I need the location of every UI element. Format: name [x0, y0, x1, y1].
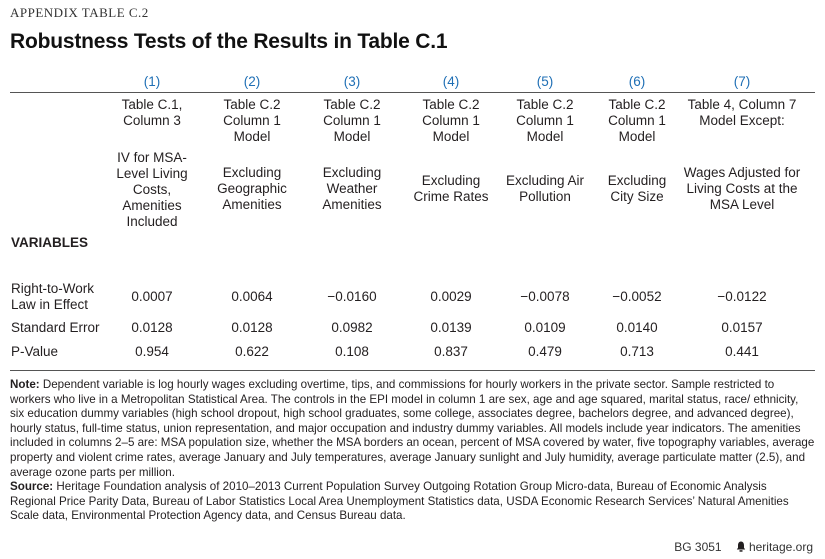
- column-model-2: Table C.2 Column 1 Model: [223, 97, 281, 144]
- row-pvalue-value-1: 0.954: [135, 344, 169, 359]
- row-pvalue-value-4: 0.837: [434, 344, 468, 359]
- note-text: Dependent variable is log hourly wages e…: [10, 378, 815, 479]
- row-rtw-value-3: −0.0160: [327, 289, 377, 304]
- column-desc-6: Excluding City Size: [607, 173, 667, 204]
- footer-code: BG 3051: [674, 540, 722, 554]
- footer: BG 3051 heritage.org: [674, 540, 813, 554]
- column-desc-4: Excluding Crime Rates: [413, 173, 489, 204]
- column-desc-3: Excluding Weather Amenities: [322, 165, 382, 212]
- row-rtw-value-7: −0.0122: [717, 289, 767, 304]
- row-label-stderr: Standard Error: [11, 320, 100, 335]
- table-bottom-rule: [10, 370, 815, 371]
- row-rtw-value-4: 0.0029: [430, 289, 472, 304]
- column-model-6: Table C.2 Column 1 Model: [608, 97, 666, 144]
- row-rtw-value-6: −0.0052: [612, 289, 662, 304]
- column-model-4: Table C.2 Column 1 Model: [422, 97, 480, 144]
- row-rtw-value-2: 0.0064: [231, 289, 273, 304]
- column-model-5: Table C.2 Column 1 Model: [516, 97, 574, 144]
- column-model-1: Table C.1, Column 3: [121, 97, 183, 128]
- source-text: Heritage Foundation analysis of 2010–201…: [10, 480, 789, 523]
- column-desc-5: Excluding Air Pollution: [505, 173, 585, 204]
- appendix-label: APPENDIX TABLE C.2: [10, 5, 149, 20]
- column-desc-7: Wages Adjusted for Living Costs at the M…: [683, 165, 801, 212]
- column-number-1: (1): [143, 74, 161, 89]
- row-rtw-value-5: −0.0078: [520, 289, 570, 304]
- note-label: Note:: [10, 378, 40, 391]
- table-title: Robustness Tests of the Results in Table…: [10, 30, 448, 53]
- row-stderr-value-4: 0.0139: [430, 320, 472, 335]
- notes-block: Note: Dependent variable is log hourly w…: [10, 378, 815, 524]
- column-desc-1: IV for MSA-Level Living Costs, Amenities…: [116, 150, 188, 229]
- row-pvalue-value-7: 0.441: [725, 344, 759, 359]
- column-desc-2: Excluding Geographic Amenities: [217, 165, 287, 212]
- row-label-pvalue: P-Value: [11, 344, 59, 359]
- column-model-7: Table 4, Column 7 Model Except:: [687, 97, 797, 128]
- row-label-rtw: Right-to-Work Law in Effect: [11, 281, 95, 312]
- column-number-6: (6): [628, 74, 646, 89]
- row-stderr-value-7: 0.0157: [721, 320, 763, 335]
- row-stderr-value-3: 0.0982: [331, 320, 373, 335]
- row-rtw-value-1: 0.0007: [131, 289, 173, 304]
- column-model-3: Table C.2 Column 1 Model: [323, 97, 381, 144]
- column-number-3: (3): [343, 74, 361, 89]
- column-number-2: (2): [243, 74, 261, 89]
- row-pvalue-value-2: 0.622: [235, 344, 269, 359]
- row-stderr-value-1: 0.0128: [131, 320, 173, 335]
- variables-header: VARIABLES: [11, 235, 89, 250]
- column-number-4: (4): [442, 74, 460, 89]
- source-label: Source:: [10, 480, 54, 494]
- header-rule: [10, 92, 815, 93]
- row-stderr-value-5: 0.0109: [524, 320, 566, 335]
- column-number-5: (5): [536, 74, 554, 89]
- row-stderr-value-2: 0.0128: [231, 320, 273, 335]
- bell-icon: [736, 540, 746, 554]
- column-number-7: (7): [733, 74, 751, 89]
- row-stderr-value-6: 0.0140: [616, 320, 658, 335]
- row-pvalue-value-5: 0.479: [528, 344, 562, 359]
- row-pvalue-value-6: 0.713: [620, 344, 654, 359]
- footer-site[interactable]: heritage.org: [748, 540, 813, 554]
- row-pvalue-value-3: 0.108: [335, 344, 369, 359]
